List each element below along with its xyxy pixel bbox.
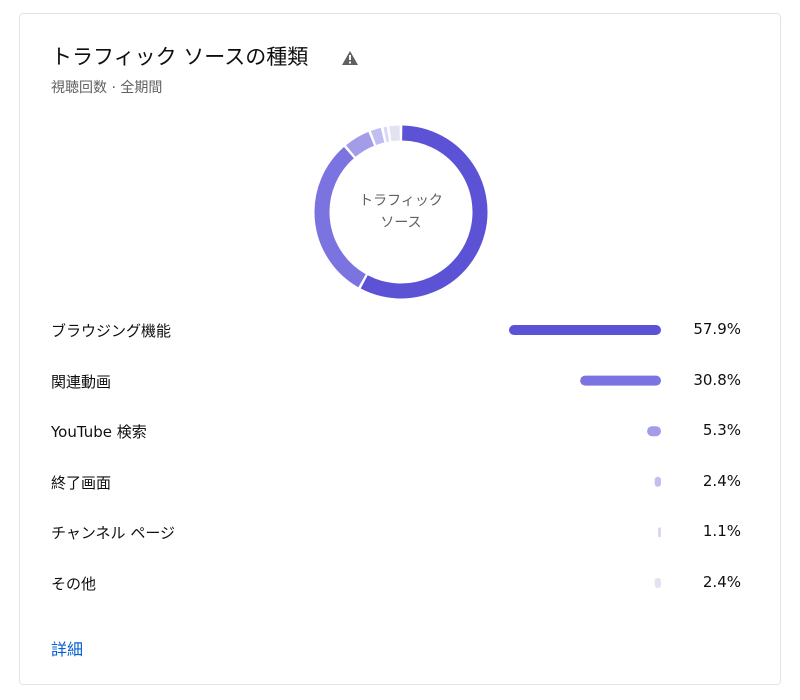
row-value: 5.3% bbox=[702, 421, 741, 440]
row-value: 2.4% bbox=[702, 471, 741, 490]
row-label: YouTube 検索 bbox=[51, 423, 147, 442]
row-bar bbox=[647, 426, 661, 437]
row-bar bbox=[658, 527, 661, 538]
donut-segment bbox=[370, 127, 385, 146]
row-bar bbox=[580, 375, 661, 386]
row-value: 1.1% bbox=[702, 522, 741, 541]
card bbox=[19, 13, 781, 685]
row-value: 2.4% bbox=[702, 573, 741, 591]
row-label: チャンネル ページ bbox=[51, 524, 176, 543]
row-label: ブラウジング機能 bbox=[51, 322, 172, 340]
details-link[interactable]: 詳細 bbox=[51, 640, 84, 659]
donut-center-label: トラフィック ソース bbox=[359, 193, 443, 231]
row-bar bbox=[509, 325, 661, 335]
subtitle: 視聴回数 · 全期間 bbox=[51, 80, 163, 96]
row-value: 57.9% bbox=[693, 320, 741, 338]
donut-segment bbox=[383, 126, 390, 142]
warning-icon-dot bbox=[349, 61, 351, 64]
row-label: 関連動画 bbox=[51, 372, 112, 391]
donut-segment bbox=[346, 131, 375, 157]
row-label: 終了画面 bbox=[51, 473, 112, 492]
donut-segment bbox=[360, 125, 488, 299]
row-bar bbox=[654, 476, 661, 487]
warning-icon-mark bbox=[349, 55, 351, 60]
card-title: トラフィック ソースの種類 bbox=[51, 45, 309, 69]
donut-segment bbox=[314, 146, 366, 288]
donut-segment bbox=[389, 125, 400, 142]
row-label: その他 bbox=[51, 575, 97, 593]
row-value: 30.8% bbox=[693, 370, 741, 389]
row-bar bbox=[654, 578, 661, 588]
